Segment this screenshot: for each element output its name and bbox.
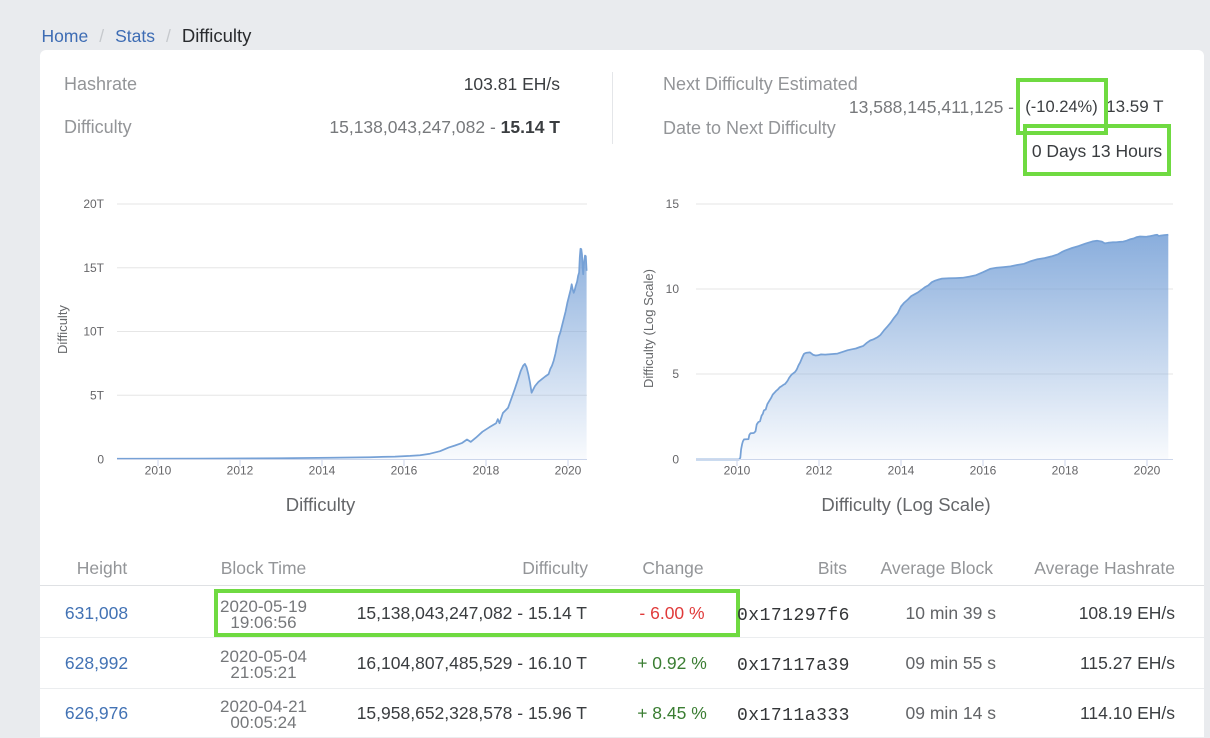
svg-text:2020: 2020 xyxy=(555,464,582,478)
svg-text:2016: 2016 xyxy=(970,464,997,478)
svg-text:15T: 15T xyxy=(83,261,104,275)
svg-text:2010: 2010 xyxy=(724,464,751,478)
svg-text:2018: 2018 xyxy=(1052,464,1079,478)
svg-text:2018: 2018 xyxy=(473,464,500,478)
svg-text:10T: 10T xyxy=(83,325,104,339)
svg-text:2014: 2014 xyxy=(888,464,915,478)
svg-text:2010: 2010 xyxy=(145,464,172,478)
svg-text:Difficulty: Difficulty xyxy=(55,305,70,354)
svg-text:2012: 2012 xyxy=(227,464,254,478)
svg-text:5T: 5T xyxy=(90,388,105,402)
svg-text:2020: 2020 xyxy=(1134,464,1161,478)
svg-text:10: 10 xyxy=(666,282,680,296)
svg-text:15: 15 xyxy=(666,197,680,211)
svg-text:2012: 2012 xyxy=(806,464,833,478)
svg-text:5: 5 xyxy=(672,367,679,381)
svg-text:2016: 2016 xyxy=(391,464,418,478)
svg-text:Difficulty (Log Scale): Difficulty (Log Scale) xyxy=(641,269,656,388)
svg-text:20T: 20T xyxy=(83,197,104,211)
svg-text:0: 0 xyxy=(97,453,104,467)
svg-text:2014: 2014 xyxy=(309,464,336,478)
svg-text:0: 0 xyxy=(672,453,679,467)
